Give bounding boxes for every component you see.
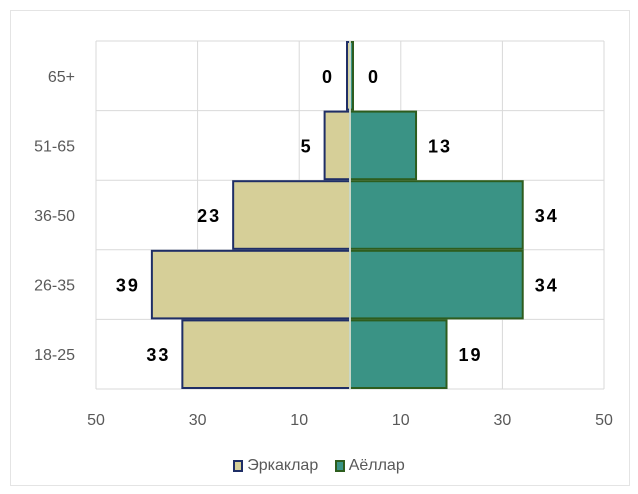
data-label-men-18-25: 33 bbox=[146, 345, 170, 365]
category-label-18-25: 18-25 bbox=[34, 347, 75, 364]
category-label-36-50: 36-50 bbox=[34, 208, 75, 225]
bar-men-51-65 bbox=[323, 110, 352, 181]
x-tick-label: 30 bbox=[494, 412, 512, 429]
bar-women-36-50 bbox=[349, 180, 524, 250]
legend-swatch-men bbox=[233, 460, 244, 472]
bars bbox=[150, 41, 524, 389]
legend-swatch-women bbox=[334, 460, 345, 472]
x-tick-label: 10 bbox=[290, 412, 308, 429]
data-label-men-51-65: 5 bbox=[301, 136, 313, 156]
category-label-26-35: 26-35 bbox=[34, 278, 75, 295]
bar-men-36-50 bbox=[232, 180, 351, 250]
data-label-women-51-65: 13 bbox=[428, 136, 452, 156]
x-tick-label: 50 bbox=[87, 412, 105, 429]
category-labels: 65+ 51-65 36-50 26-35 18-25 bbox=[34, 69, 75, 364]
data-label-men-26-35: 39 bbox=[116, 276, 140, 296]
x-tick-label: 30 bbox=[189, 412, 207, 429]
legend-label-men: Эркаклар bbox=[247, 457, 319, 474]
bar-women-51-65 bbox=[349, 110, 418, 181]
data-label-women-65+: 0 bbox=[368, 67, 380, 87]
data-labels: 0 5 23 39 33 0 13 34 34 19 bbox=[116, 67, 559, 365]
x-tick-labels: 50 30 10 10 30 50 bbox=[87, 412, 613, 429]
legend: Эркаклар Аёллар bbox=[0, 457, 638, 477]
data-label-women-18-25: 19 bbox=[459, 345, 483, 365]
legend-item-men[interactable]: Эркаклар bbox=[233, 457, 318, 475]
bar-women-18-25 bbox=[349, 319, 448, 389]
data-label-women-36-50: 34 bbox=[535, 206, 559, 226]
category-label-65+: 65+ bbox=[48, 69, 75, 86]
legend-label-women: Аёллар bbox=[348, 457, 405, 474]
category-label-51-65: 51-65 bbox=[34, 138, 75, 155]
x-tick-label: 10 bbox=[392, 412, 410, 429]
legend-item-women[interactable]: Аёллар bbox=[334, 457, 405, 475]
x-tick-label: 50 bbox=[595, 412, 613, 429]
data-label-women-26-35: 34 bbox=[535, 276, 559, 296]
bar-men-26-35 bbox=[150, 249, 351, 320]
bar-men-18-25 bbox=[181, 319, 351, 389]
bar-women-26-35 bbox=[349, 249, 524, 320]
data-label-men-65+: 0 bbox=[322, 67, 334, 87]
data-label-men-36-50: 23 bbox=[197, 206, 221, 226]
